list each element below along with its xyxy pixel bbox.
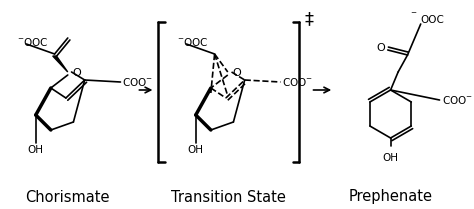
- Text: Prephenate: Prephenate: [348, 190, 433, 204]
- Text: COO$^{-}$: COO$^{-}$: [283, 76, 313, 88]
- Text: COO$^{-}$: COO$^{-}$: [442, 94, 474, 106]
- Text: $^{-}$: $^{-}$: [410, 10, 417, 20]
- Text: O: O: [73, 68, 81, 78]
- Text: $^{-}$OOC: $^{-}$OOC: [177, 36, 209, 48]
- Text: Transition State: Transition State: [171, 190, 286, 204]
- Text: ‡: ‡: [304, 10, 313, 28]
- Text: O: O: [377, 43, 385, 53]
- Text: Chorismate: Chorismate: [26, 190, 110, 204]
- Text: $^{-}$OOC: $^{-}$OOC: [17, 36, 48, 48]
- Text: OH: OH: [383, 153, 399, 163]
- Text: O: O: [232, 68, 241, 78]
- Text: OH: OH: [188, 145, 204, 155]
- Text: OH: OH: [28, 145, 44, 155]
- Text: COO$^{-}$: COO$^{-}$: [122, 76, 153, 88]
- Polygon shape: [53, 56, 68, 72]
- Text: OOC: OOC: [421, 15, 445, 25]
